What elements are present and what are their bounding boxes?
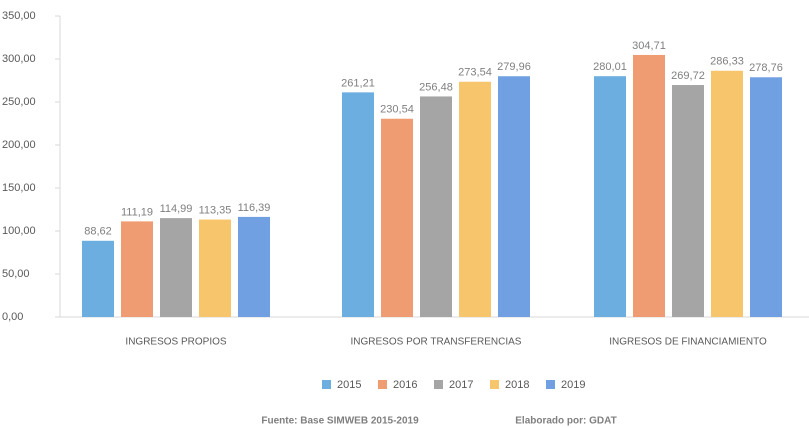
y-tick-label: 300,00 xyxy=(2,53,36,65)
bar xyxy=(238,216,270,317)
y-tick-label: 350,00 xyxy=(2,10,36,22)
value-label: 111,19 xyxy=(121,206,153,218)
bar xyxy=(342,92,374,317)
value-label: 273,54 xyxy=(458,67,492,79)
legend-label: 2019 xyxy=(561,379,585,391)
bar xyxy=(160,218,192,317)
legend-label: 2015 xyxy=(337,379,361,391)
bar xyxy=(381,118,413,318)
legend-label: 2016 xyxy=(393,379,417,391)
value-label: 286,33 xyxy=(710,56,744,68)
y-tick-label: 150,00 xyxy=(2,182,36,194)
value-label: 256,48 xyxy=(419,81,453,93)
value-label: 269,72 xyxy=(671,70,705,82)
legend-swatch xyxy=(490,380,499,389)
value-label: 116,39 xyxy=(238,202,271,214)
bar xyxy=(711,70,743,318)
bar xyxy=(121,221,153,317)
legend-swatch xyxy=(546,380,555,389)
credit-note: Elaborado por: GDAT xyxy=(515,416,616,427)
bar xyxy=(199,219,231,317)
bar xyxy=(633,54,665,317)
legend-swatch xyxy=(322,380,331,389)
value-label: 279,96 xyxy=(497,61,531,73)
bar xyxy=(750,77,782,317)
legend-label: 2017 xyxy=(449,379,473,391)
value-label: 280,01 xyxy=(593,61,627,73)
y-tick-label: 250,00 xyxy=(2,96,36,108)
y-tick-label: 100,00 xyxy=(2,225,36,237)
value-label: 88,62 xyxy=(84,226,112,238)
bar xyxy=(82,240,114,317)
value-label: 261,21 xyxy=(341,77,375,89)
bar xyxy=(594,76,626,317)
legend-swatch xyxy=(378,380,387,389)
x-tick-label: INGRESOS POR TRANSFERENCIAS xyxy=(351,337,522,348)
x-tick-label: INGRESOS PROPIOS xyxy=(125,337,226,348)
bar xyxy=(672,85,704,317)
value-label: 230,54 xyxy=(380,104,414,116)
y-tick-label: 200,00 xyxy=(2,139,36,151)
bar xyxy=(459,81,491,317)
value-label: 114,99 xyxy=(160,203,193,215)
legend-label: 2018 xyxy=(505,379,529,391)
value-label: 304,71 xyxy=(632,40,666,52)
bar xyxy=(498,76,530,317)
x-tick-label: INGRESOS DE FINANCIAMIENTO xyxy=(609,337,767,348)
value-label: 113,35 xyxy=(199,204,232,216)
bar xyxy=(420,96,452,317)
value-label: 278,76 xyxy=(749,62,783,74)
source-note: Fuente: Base SIMWEB 2015-2019 xyxy=(261,416,419,427)
legend-swatch xyxy=(434,380,443,389)
y-tick-label: 50,00 xyxy=(2,268,30,280)
y-tick-label: 0,00 xyxy=(2,311,23,323)
